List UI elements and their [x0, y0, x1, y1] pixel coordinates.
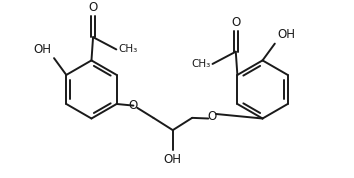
Text: OH: OH — [278, 28, 295, 41]
Text: OH: OH — [164, 153, 182, 166]
Text: O: O — [207, 110, 217, 123]
Text: O: O — [88, 1, 98, 14]
Text: CH₃: CH₃ — [118, 44, 137, 54]
Text: O: O — [129, 99, 138, 112]
Text: OH: OH — [33, 43, 51, 56]
Text: CH₃: CH₃ — [192, 59, 211, 69]
Text: O: O — [231, 16, 240, 29]
